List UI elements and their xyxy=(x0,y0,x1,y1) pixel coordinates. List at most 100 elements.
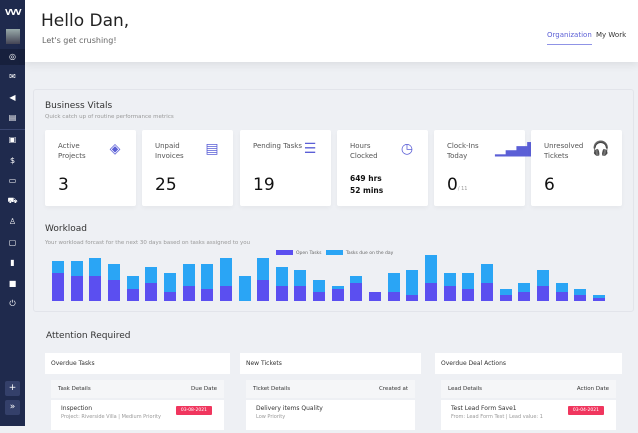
bar-segment-open xyxy=(331,288,344,301)
column-header: Due Date xyxy=(191,386,217,392)
card-value: 25 xyxy=(155,175,177,195)
document-icon[interactable]: ▮ xyxy=(10,258,15,267)
dashboard-icon[interactable]: ◎ xyxy=(0,49,25,65)
workload-bar[interactable] xyxy=(145,267,158,301)
bar-segment-due xyxy=(499,288,512,295)
card-pending-tasks[interactable]: Pending Tasks ☰ 19 xyxy=(240,130,331,206)
section-title: Business Vitals xyxy=(45,101,113,111)
chart-legend: Open Tasks Tasks due on the day xyxy=(276,250,393,256)
bar-segment-open xyxy=(462,288,475,301)
workload-bar[interactable] xyxy=(257,258,270,301)
workload-bar[interactable] xyxy=(331,285,344,301)
video-icon[interactable]: ■ xyxy=(8,279,17,288)
panel-title: New Tickets xyxy=(246,360,282,367)
expand-sidebar-button[interactable]: » xyxy=(5,400,20,415)
card-label: Pending Tasks xyxy=(253,142,302,150)
workload-bar[interactable] xyxy=(462,273,475,301)
folder-icon[interactable]: ▢ xyxy=(8,238,17,247)
workload-bar[interactable] xyxy=(126,276,139,301)
finance-icon[interactable]: $ xyxy=(9,156,16,165)
workload-bar[interactable] xyxy=(499,288,512,301)
workload-chart xyxy=(49,255,609,301)
bar-segment-open xyxy=(592,297,605,301)
bar-segment-open xyxy=(52,273,64,301)
bar-segment-due xyxy=(406,270,419,295)
card-label: Hours Clocked xyxy=(350,142,378,160)
workload-bar[interactable] xyxy=(294,270,307,301)
workload-bar[interactable] xyxy=(107,264,120,301)
layers-icon: ◈ xyxy=(109,141,121,157)
workload-bar[interactable] xyxy=(574,288,587,301)
tab-organization[interactable]: Organization xyxy=(547,31,592,45)
workload-bar[interactable] xyxy=(201,264,214,301)
workload-bar[interactable] xyxy=(70,261,83,301)
greeting-subtitle: Let's get crushing! xyxy=(42,36,117,45)
card-value: 19 xyxy=(253,175,275,195)
list-item[interactable]: Delivery items Quality Low Priority xyxy=(246,400,415,430)
bar-segment-open xyxy=(350,282,363,301)
workload-bar[interactable] xyxy=(238,276,251,301)
bar-segment-open xyxy=(89,276,102,301)
legend-swatch-due xyxy=(325,250,343,255)
bar-segment-open xyxy=(480,282,493,301)
avatar[interactable] xyxy=(6,29,20,44)
column-header: Ticket Details xyxy=(253,386,291,392)
list-item[interactable]: Inspection Project: Riverside Villa | Me… xyxy=(51,400,224,430)
workload-bar[interactable] xyxy=(89,258,102,301)
bar-segment-open xyxy=(555,291,568,301)
item-name: Inspection xyxy=(61,405,92,412)
workload-bar[interactable] xyxy=(592,294,605,301)
bar-segment-due xyxy=(294,270,307,286)
workload-bar[interactable] xyxy=(518,282,531,301)
card-hours-clocked[interactable]: Hours Clocked ◷ 649 hrs 52 mins xyxy=(337,130,428,206)
card-clock-ins[interactable]: Clock-Ins Today ▁▃▅▇ 0/ 11 xyxy=(434,130,539,206)
divider xyxy=(0,129,25,130)
mail-icon[interactable]: ✉ xyxy=(9,72,16,81)
item-detail: From: Lead Form Test | Lead value: 1 xyxy=(451,414,543,420)
workload-bar[interactable] xyxy=(182,264,195,301)
workload-bar[interactable] xyxy=(369,291,382,301)
workload-bar[interactable] xyxy=(406,270,419,301)
invoice-icon: ▤ xyxy=(205,141,219,157)
tab-my-work[interactable]: My Work xyxy=(596,31,627,39)
bar-segment-open xyxy=(219,285,232,301)
workload-bar[interactable] xyxy=(313,279,326,301)
power-icon[interactable]: ⏻ xyxy=(9,299,16,308)
column-header: Action Date xyxy=(576,386,609,392)
panel-body: Lead Details Action Date Test Lead Form S… xyxy=(435,374,622,433)
workload-bar[interactable] xyxy=(555,282,568,301)
bar-segment-due xyxy=(70,261,83,277)
ticket-icon[interactable]: ▭ xyxy=(8,176,17,185)
workload-bar[interactable] xyxy=(536,270,549,301)
workload-bar[interactable] xyxy=(480,264,493,301)
add-button[interactable]: + xyxy=(5,381,20,396)
signal-icon: ▁▃▅▇ xyxy=(495,141,539,157)
user-icon[interactable]: ♙ xyxy=(8,217,17,226)
workload-bar[interactable] xyxy=(163,273,176,301)
attention-panel: Overdue Tasks Task Details Due Date Inspe… xyxy=(45,353,230,433)
workload-bar[interactable] xyxy=(275,267,288,301)
card-value: 649 hrs 52 mins xyxy=(350,174,384,195)
card-unpaid-invoices[interactable]: Unpaid Invoices ▤ 25 xyxy=(142,130,233,206)
workload-bar[interactable] xyxy=(387,273,400,301)
workload-bar[interactable] xyxy=(443,273,456,301)
card-unresolved-tickets[interactable]: Unresolved Tickets 🎧 6 xyxy=(531,130,622,206)
cart-icon[interactable]: ⛟ xyxy=(7,196,18,205)
bar-segment-open xyxy=(163,291,176,301)
bar-segment-due xyxy=(89,258,102,277)
megaphone-icon[interactable]: ◀ xyxy=(9,93,16,102)
bar-segment-due xyxy=(313,279,326,292)
board-icon[interactable]: ▣ xyxy=(8,135,17,144)
bar-segment-due xyxy=(574,288,587,295)
bar-segment-open xyxy=(275,285,288,301)
workload-bar[interactable] xyxy=(350,276,363,301)
list-item[interactable]: Test Lead Form Save1 From: Lead Form Tes… xyxy=(441,400,616,430)
bar-segment-due xyxy=(275,267,288,286)
workload-bar[interactable] xyxy=(425,255,437,301)
workload-bar[interactable] xyxy=(219,258,232,301)
calendar-icon[interactable]: ▤ xyxy=(8,113,17,122)
card-active-projects[interactable]: Active Projects ◈ 3 xyxy=(45,130,136,206)
header: Hello Dan, Let's get crushing! Organizat… xyxy=(25,0,638,62)
date-badge: 03-08-2021 xyxy=(175,406,212,415)
workload-bar[interactable] xyxy=(52,261,64,301)
